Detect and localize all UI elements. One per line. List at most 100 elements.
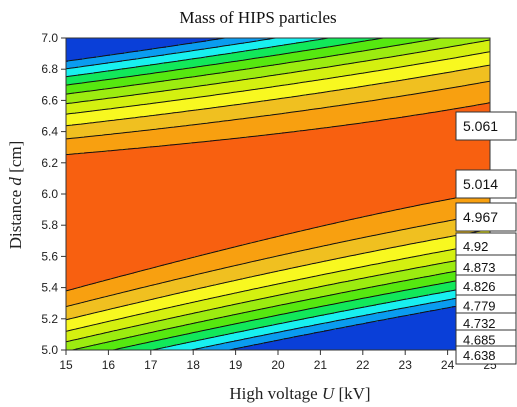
contour-band-cell bbox=[196, 340, 234, 342]
contour-band-cell bbox=[414, 52, 482, 54]
y-tick-label: 6.0 bbox=[41, 187, 58, 201]
contour-band-cell bbox=[344, 220, 448, 222]
contour-band-cell bbox=[336, 320, 378, 322]
contour-band-cell bbox=[274, 340, 490, 342]
contour-band-cell bbox=[66, 114, 156, 116]
contour-band-cell bbox=[66, 324, 94, 326]
contour-band-cell bbox=[462, 44, 490, 46]
contour-band-cell bbox=[380, 274, 436, 276]
contour-band-cell bbox=[342, 104, 478, 106]
contour-band-cell bbox=[186, 98, 278, 100]
contour-band-cell bbox=[364, 252, 434, 254]
level-label: 4.638 bbox=[455, 345, 517, 365]
contour-band-cell bbox=[66, 326, 84, 328]
contour-band-cell bbox=[484, 40, 490, 42]
contour-band-cell bbox=[262, 76, 338, 78]
contour-band-cell bbox=[66, 138, 230, 140]
contour-band-cell bbox=[134, 272, 204, 274]
contour-band-cell bbox=[330, 106, 466, 108]
contour-band-cell bbox=[258, 240, 346, 242]
contour-band-cell bbox=[66, 82, 82, 84]
contour-band-cell bbox=[318, 226, 416, 228]
contour-band-cell bbox=[296, 42, 352, 44]
contour-band-cell bbox=[224, 316, 268, 318]
level-label-text: 5.061 bbox=[463, 118, 498, 134]
contour-band-cell bbox=[364, 306, 410, 308]
contour-band-cell bbox=[220, 326, 264, 328]
contour-band-cell bbox=[308, 308, 354, 310]
contour-band-cell bbox=[260, 298, 310, 300]
level-label-text: 4.826 bbox=[463, 279, 496, 294]
contour-band-cell bbox=[102, 310, 154, 312]
contour-band-cell bbox=[172, 262, 246, 264]
contour-band-cell bbox=[272, 114, 416, 116]
contour-band-cell bbox=[66, 296, 104, 298]
contour-band-cell bbox=[66, 270, 140, 272]
contour-band-cell bbox=[66, 244, 242, 246]
contour-band-cell bbox=[420, 304, 464, 306]
contour-band-cell bbox=[244, 90, 332, 92]
y-axis-title: Distance d [cm] bbox=[6, 141, 25, 250]
contour-band-cell bbox=[214, 284, 272, 286]
contour-band-cell bbox=[350, 300, 396, 302]
contour-band-cell bbox=[66, 286, 80, 288]
contour-band-cell bbox=[182, 68, 246, 70]
contour-band-cell bbox=[328, 284, 382, 286]
contour-band-cell bbox=[218, 46, 272, 48]
contour-band-cell bbox=[66, 152, 84, 154]
contour-band-cell bbox=[124, 106, 218, 108]
contour-band-cell bbox=[218, 250, 300, 252]
contour-band-cell bbox=[272, 46, 328, 48]
y-tick-label: 5.0 bbox=[41, 343, 58, 357]
contour-band-cell bbox=[78, 66, 136, 68]
contour-band-cell bbox=[140, 324, 186, 326]
contour-band-cell bbox=[222, 306, 272, 308]
contour-band-cell bbox=[314, 332, 490, 334]
contour-band-cell bbox=[194, 274, 260, 276]
contour-band-cell bbox=[374, 250, 444, 252]
contour-band-cell bbox=[158, 330, 202, 332]
contour-band-cell bbox=[144, 300, 198, 302]
contour-band-cell bbox=[350, 52, 414, 54]
contour-band-cell bbox=[110, 278, 178, 280]
contour-band-cell bbox=[96, 80, 164, 82]
contour-band-cell bbox=[66, 338, 78, 340]
level-label: 4.779 bbox=[455, 294, 517, 317]
contour-band-cell bbox=[72, 304, 128, 306]
contour-band-cell bbox=[140, 116, 256, 118]
contour-band-cell bbox=[234, 80, 312, 82]
contour-band-cell bbox=[94, 64, 150, 66]
contour-band-cell bbox=[88, 100, 170, 102]
contour-band-cell bbox=[242, 244, 328, 246]
contour-band-cell bbox=[162, 296, 218, 298]
contour-band-cell bbox=[76, 328, 122, 330]
contour-band-cell bbox=[134, 94, 214, 96]
contour-band-cell bbox=[104, 134, 266, 136]
contour-band-cell bbox=[66, 302, 80, 304]
contour-band-cell bbox=[66, 218, 354, 220]
contour-band-cell bbox=[316, 48, 376, 50]
contour-band-cell bbox=[76, 348, 118, 350]
contour-band-cell bbox=[208, 122, 362, 124]
x-tick-label: 21 bbox=[314, 358, 328, 372]
contour-band-cell bbox=[244, 290, 300, 292]
contour-band-cell bbox=[66, 234, 284, 236]
contour-band-cell bbox=[364, 40, 422, 42]
contour-band-cell bbox=[362, 50, 426, 52]
contour-band-cell bbox=[390, 292, 440, 294]
contour-band-cell bbox=[260, 318, 304, 320]
contour-band-cell bbox=[246, 50, 302, 52]
contour-band-cell bbox=[230, 44, 284, 46]
contour-band-cell bbox=[172, 336, 214, 338]
contour-band-cell bbox=[202, 330, 244, 332]
contour-band-cell bbox=[226, 342, 264, 344]
contour-band-cell bbox=[108, 62, 164, 64]
contour-band-cell bbox=[400, 66, 480, 68]
contour-band-cell bbox=[352, 42, 412, 44]
contour-band-cell bbox=[310, 248, 386, 250]
x-axis: 15 16 17 18 19 20 21 22 23 24 25 bbox=[59, 350, 497, 372]
contour-band-cell bbox=[66, 254, 202, 256]
contour-band-cell bbox=[66, 342, 104, 344]
contour-band-cell bbox=[66, 216, 362, 218]
contour-band-cell bbox=[480, 82, 490, 84]
